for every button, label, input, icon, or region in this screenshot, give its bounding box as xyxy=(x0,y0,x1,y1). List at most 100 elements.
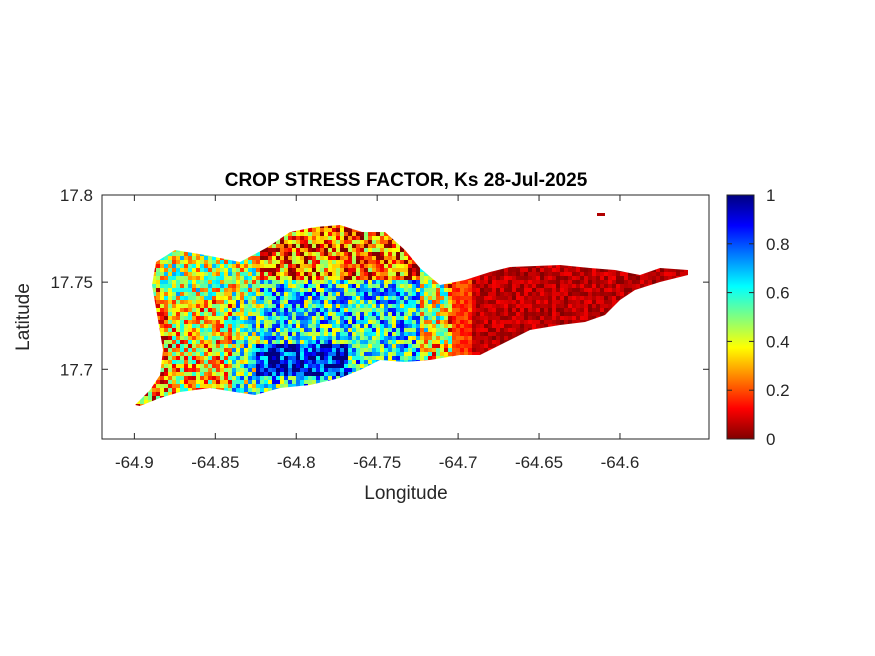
heatmap-cell xyxy=(268,364,272,368)
heatmap-cell xyxy=(292,300,296,304)
heatmap-cell xyxy=(336,364,340,368)
heatmap-cell xyxy=(240,276,244,280)
heatmap-cell xyxy=(600,296,604,300)
heatmap-cell xyxy=(292,272,296,276)
heatmap-cell xyxy=(196,348,200,352)
heatmap-cell xyxy=(204,268,208,272)
heatmap-cell xyxy=(172,272,176,276)
heatmap-cell xyxy=(488,276,492,280)
heatmap-cell xyxy=(180,280,184,284)
heatmap-cell xyxy=(608,288,612,292)
heatmap-cell xyxy=(396,248,400,252)
heatmap-cell xyxy=(300,236,304,240)
heatmap-cell xyxy=(360,248,364,252)
heatmap-cell xyxy=(332,252,336,256)
heatmap-cell xyxy=(204,312,208,316)
heatmap-cell xyxy=(556,296,560,300)
heatmap-cell xyxy=(220,272,224,276)
heatmap-cell xyxy=(316,312,320,316)
heatmap-cell xyxy=(360,272,364,276)
heatmap-cell xyxy=(356,260,360,264)
heatmap-cell xyxy=(636,276,640,280)
heatmap-cell xyxy=(660,268,664,272)
heatmap-cell xyxy=(384,284,388,288)
heatmap-cell xyxy=(320,256,324,260)
heatmap-cell xyxy=(428,300,432,304)
heatmap-cell xyxy=(188,288,192,292)
heatmap-cell xyxy=(296,268,300,272)
heatmap-cell xyxy=(332,316,336,320)
heatmap-cell xyxy=(292,320,296,324)
heatmap-cell xyxy=(356,248,360,252)
heatmap-cell xyxy=(572,268,576,272)
heatmap-cell xyxy=(172,280,176,284)
heatmap-cell xyxy=(264,252,268,256)
heatmap-cell xyxy=(600,288,604,292)
heatmap-cell xyxy=(332,340,336,344)
heatmap-cell xyxy=(644,276,648,280)
heatmap-cell xyxy=(416,332,420,336)
heatmap-cell xyxy=(408,336,412,340)
heatmap-cell xyxy=(252,296,256,300)
heatmap-cell xyxy=(216,260,220,264)
heatmap-cell xyxy=(304,300,308,304)
heatmap-cell xyxy=(320,332,324,336)
heatmap-cell xyxy=(180,292,184,296)
heatmap-cell xyxy=(336,276,340,280)
heatmap-cell xyxy=(284,356,288,360)
heatmap-cell xyxy=(252,344,256,348)
heatmap-cell xyxy=(564,312,568,316)
heatmap-cell xyxy=(276,356,280,360)
heatmap-cell xyxy=(512,316,516,320)
heatmap-cell xyxy=(392,288,396,292)
heatmap-cell xyxy=(368,284,372,288)
heatmap-cell xyxy=(392,280,396,284)
heatmap-cell xyxy=(484,308,488,312)
heatmap-cell xyxy=(336,340,340,344)
heatmap-cell xyxy=(316,316,320,320)
heatmap-cell xyxy=(388,332,392,336)
heatmap-cell xyxy=(268,352,272,356)
heatmap-cell xyxy=(280,340,284,344)
heatmap-cell xyxy=(344,236,348,240)
heatmap-cell xyxy=(216,288,220,292)
heatmap-cell xyxy=(164,264,168,268)
heatmap-cell xyxy=(312,244,316,248)
heatmap-cell xyxy=(376,336,380,340)
heatmap-cell xyxy=(208,312,212,316)
heatmap-cell xyxy=(340,300,344,304)
heatmap-cell xyxy=(536,292,540,296)
heatmap-cell xyxy=(404,344,408,348)
heatmap-cell xyxy=(184,264,188,268)
heatmap-cell xyxy=(484,284,488,288)
heatmap-cell xyxy=(288,296,292,300)
heatmap-cell xyxy=(292,292,296,296)
heatmap-cell xyxy=(436,296,440,300)
heatmap-cell xyxy=(296,324,300,328)
heatmap-cell xyxy=(328,240,332,244)
heatmap-cell xyxy=(568,300,572,304)
heatmap-cell xyxy=(384,352,388,356)
heatmap-cell xyxy=(476,340,480,344)
heatmap-cell xyxy=(280,312,284,316)
heatmap-cell xyxy=(412,304,416,308)
heatmap-cell xyxy=(280,324,284,328)
heatmap-cell xyxy=(444,284,448,288)
heatmap-cell xyxy=(548,308,552,312)
heatmap-cell xyxy=(604,312,608,316)
heatmap-cell xyxy=(408,316,412,320)
heatmap-cell xyxy=(400,348,404,352)
heatmap-cell xyxy=(236,288,240,292)
heatmap-cell xyxy=(632,272,636,276)
heatmap-cell xyxy=(268,296,272,300)
heatmap-cell xyxy=(312,312,316,316)
heatmap-cell xyxy=(284,316,288,320)
heatmap-cell xyxy=(404,308,408,312)
heatmap-cell xyxy=(420,304,424,308)
heatmap-cell xyxy=(424,348,428,352)
heatmap-cell xyxy=(272,284,276,288)
heatmap-cell xyxy=(512,276,516,280)
heatmap-cell xyxy=(192,320,196,324)
heatmap-cell xyxy=(352,280,356,284)
heatmap-cell xyxy=(592,288,596,292)
